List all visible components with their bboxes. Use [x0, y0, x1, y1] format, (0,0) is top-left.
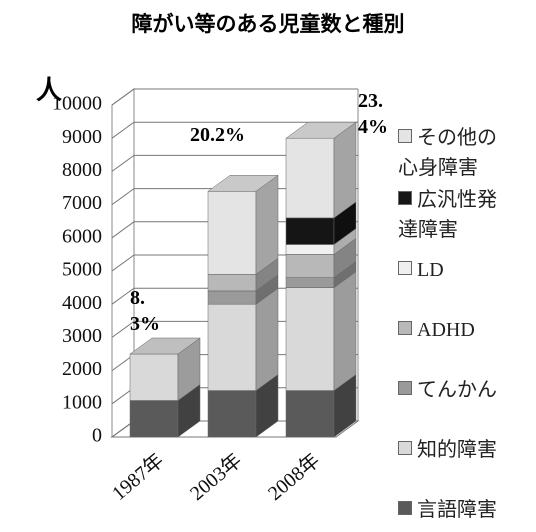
y-tick-label: 0: [92, 425, 102, 447]
legend-label: 広汎性発達障害: [398, 189, 497, 241]
bar-top: [207, 175, 279, 192]
bar-segment: [285, 121, 357, 219]
grid-line: [111, 88, 358, 106]
chart-title: 障がい等のある児童数と種別: [131, 12, 405, 36]
bar-front: [129, 353, 179, 401]
annotation: 20.2%: [190, 124, 245, 146]
bar-front: [285, 287, 335, 391]
grid-line: [111, 320, 358, 338]
legend-label: 言語障害: [417, 499, 497, 521]
legend-entry: てんかん: [398, 375, 510, 405]
grid-line: [111, 121, 358, 139]
legend-entry: その他の心身障害: [398, 123, 510, 183]
y-tick-label: 4000: [62, 292, 102, 314]
y-tick-label: 5000: [62, 259, 102, 281]
y-tick-label: 7000: [62, 192, 102, 214]
bar-side: [333, 121, 357, 219]
x-tick-label: 1987年: [107, 449, 168, 505]
bar-side: [255, 174, 279, 275]
legend-label: ADHD: [417, 319, 475, 341]
bar-front: [285, 277, 335, 288]
grid-line: [111, 254, 358, 272]
bar-side: [333, 271, 357, 392]
legend-entry: 言語障害: [398, 495, 510, 525]
bar-top: [129, 337, 201, 355]
legend-entry: ADHD: [398, 315, 510, 345]
bar-segment: [207, 174, 279, 275]
legend-swatch: [398, 321, 412, 335]
x-tick-label: 2003年: [185, 449, 246, 505]
floor: [110, 420, 360, 438]
legend-swatch: [398, 441, 412, 455]
y-tick-label: 6000: [62, 225, 102, 247]
bar-segment: [285, 271, 357, 392]
bar-front: [285, 390, 335, 438]
y-tick-label: 9000: [62, 126, 102, 148]
grid-line: [111, 188, 358, 206]
legend-swatch: [398, 191, 412, 205]
legend-entry: 広汎性発達障害: [398, 185, 510, 245]
y-tick-label: 10000: [52, 93, 102, 115]
legend-entry: 知的障害: [398, 435, 510, 465]
bar-front: [285, 137, 335, 219]
bar-top: [285, 121, 357, 139]
y-tick-label: 2000: [62, 358, 102, 380]
annotation: 8.3%: [130, 287, 160, 335]
legend-swatch: [398, 381, 412, 395]
legend-label: てんかん: [417, 379, 497, 401]
y-tick-label: 8000: [62, 159, 102, 181]
bar-front: [207, 303, 257, 391]
grid-line: [111, 287, 358, 305]
grid-line: [111, 221, 358, 239]
bar-front: [207, 290, 257, 305]
bar-front: [285, 217, 335, 245]
legend-swatch: [398, 129, 412, 143]
legend-label: LD: [417, 259, 444, 281]
bar-front: [207, 191, 257, 275]
x-tick-label: 2008年: [263, 449, 324, 505]
bar-side: [255, 287, 279, 392]
legend-label: その他の心身障害: [398, 127, 497, 179]
bar-front: [129, 400, 179, 438]
bar-front: [207, 390, 257, 438]
y-tick-label: 3000: [62, 325, 102, 347]
bar-front: [285, 244, 335, 255]
grid-line: [111, 154, 358, 172]
legend-swatch: [398, 501, 412, 515]
legend-entry: LD: [398, 255, 510, 285]
legend-swatch: [398, 261, 412, 275]
annotation: 23.4%: [358, 90, 388, 138]
y-tick-label: 1000: [62, 391, 102, 413]
bar-front: [207, 274, 257, 292]
bar-segment: [129, 337, 201, 401]
legend-label: 知的障害: [417, 439, 497, 461]
y-axis-label: 人: [36, 76, 63, 105]
bar-front: [285, 254, 335, 278]
